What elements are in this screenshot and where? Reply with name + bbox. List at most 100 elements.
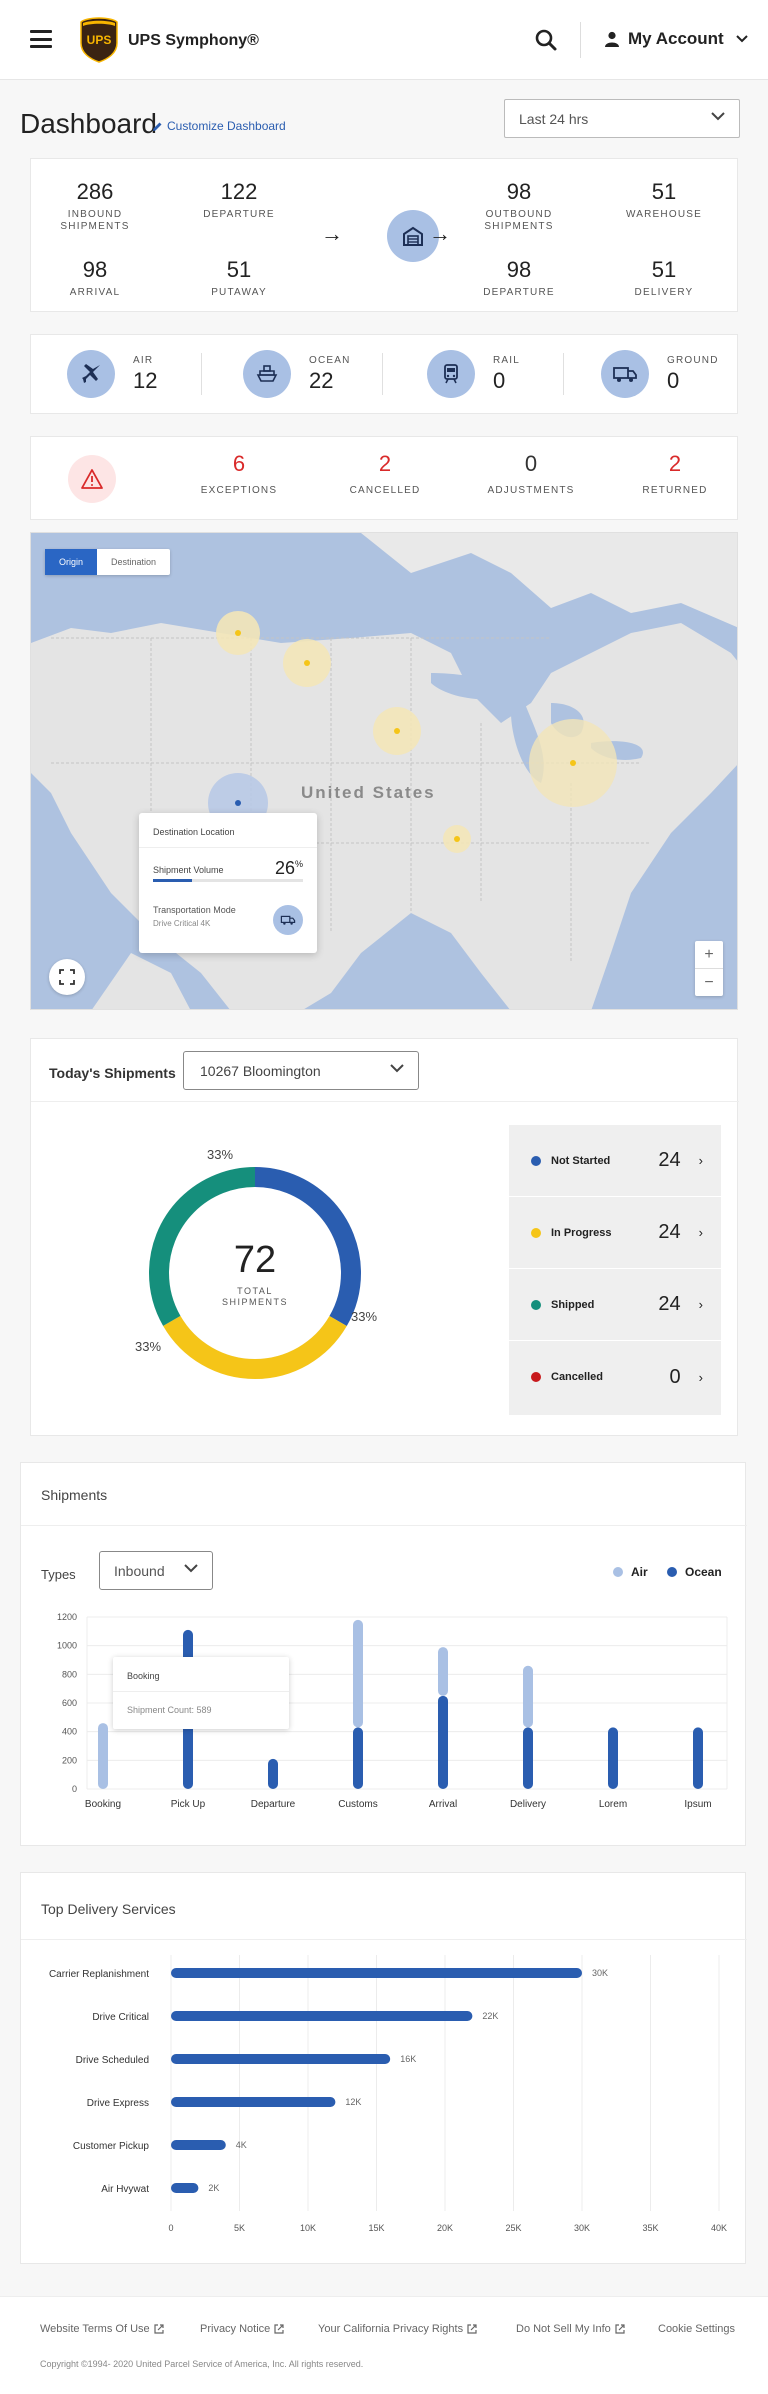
shipment-summary-card: 286 INBOUND SHIPMENTS 122 DEPARTURE 98 AR… <box>30 158 738 312</box>
bar[interactable] <box>171 1968 582 1978</box>
bar[interactable] <box>171 2097 336 2107</box>
status-count: 24 <box>658 1293 681 1315</box>
my-account-button[interactable]: My Account <box>604 29 748 49</box>
arrival-stat[interactable]: 98 ARRIVAL <box>40 257 150 299</box>
status-not-started[interactable]: Not Started 24 › <box>509 1125 721 1197</box>
y-category-label: Carrier Replanishment <box>49 1969 149 1980</box>
x-tick-label: Arrival <box>429 1799 457 1810</box>
divider <box>21 1525 747 1526</box>
divider <box>31 1101 739 1102</box>
status-in-progress[interactable]: In Progress 24 › <box>509 1197 721 1269</box>
section-title: Top Delivery Services <box>41 1901 176 1917</box>
chevron-right-icon: › <box>698 1225 703 1240</box>
departure-in-stat[interactable]: 122 DEPARTURE <box>184 179 294 221</box>
search-icon[interactable] <box>534 28 558 52</box>
y-category-label: Drive Critical <box>92 2012 149 2023</box>
bar-ocean[interactable] <box>438 1695 448 1789</box>
mode-ocean[interactable]: OCEAN 22 <box>243 335 351 413</box>
bar-air[interactable] <box>438 1647 448 1696</box>
departure-out-stat[interactable]: 98 DEPARTURE <box>464 257 574 299</box>
x-tick-label: Lorem <box>599 1799 627 1810</box>
zoom-out-button[interactable]: − <box>704 974 714 991</box>
divider <box>113 1691 289 1692</box>
stat-value: 51 <box>226 257 252 282</box>
svg-text:UPS: UPS <box>87 33 112 47</box>
y-category-label: Drive Express <box>87 2098 149 2109</box>
mode-label: OCEAN <box>309 354 351 366</box>
ups-logo[interactable]: UPS <box>80 17 118 63</box>
divider <box>563 353 564 395</box>
delivery-stat[interactable]: 51 DELIVERY <box>609 257 719 299</box>
fullscreen-button[interactable] <box>49 959 85 995</box>
bar-ocean[interactable] <box>523 1727 533 1789</box>
stat-label: PUTAWAY <box>211 287 267 298</box>
pct-label: 33% <box>207 1147 234 1162</box>
toggle-origin[interactable]: Origin <box>45 549 98 575</box>
divider <box>695 968 723 969</box>
x-tick-label: Customs <box>338 1799 377 1810</box>
bar[interactable] <box>171 2011 473 2021</box>
x-tick-label: 15K <box>368 2223 384 2233</box>
x-tick-label: 40K <box>711 2223 727 2233</box>
bar-air[interactable] <box>523 1665 533 1728</box>
status-shipped[interactable]: Shipped 24 › <box>509 1269 721 1341</box>
origin-destination-toggle: Origin Destination <box>45 549 171 575</box>
bar[interactable] <box>171 2183 199 2193</box>
inbound-shipments-stat[interactable]: 286 INBOUND SHIPMENTS <box>40 179 150 233</box>
ship-icon <box>243 350 291 398</box>
footer-link-do-not-sell[interactable]: Do Not Sell My Info <box>516 2323 625 2335</box>
toggle-destination[interactable]: Destination <box>111 557 157 567</box>
types-select[interactable]: Inbound <box>99 1551 213 1590</box>
status-cancelled[interactable]: Cancelled 0 › <box>509 1341 721 1413</box>
y-tick-label: 200 <box>62 1755 77 1765</box>
stat-label: DELIVERY <box>634 287 694 298</box>
outbound-shipments-stat[interactable]: 98 OUTBOUND SHIPMENTS <box>464 179 574 233</box>
hamburger-menu-icon[interactable] <box>30 30 52 48</box>
mode-ground[interactable]: GROUND 0 <box>601 335 719 413</box>
bar-ocean[interactable] <box>693 1727 703 1789</box>
location-select[interactable]: 10267 Bloomington <box>183 1051 419 1090</box>
exception-stat[interactable]: 6 EXCEPTIONS <box>179 451 299 496</box>
bar-air[interactable] <box>353 1619 363 1728</box>
customize-dashboard-link[interactable]: Customize Dashboard <box>152 119 286 133</box>
footer-link-california[interactable]: Your California Privacy Rights <box>318 2323 477 2335</box>
zoom-in-button[interactable]: + <box>704 946 714 963</box>
mode-air[interactable]: AIR 12 <box>67 335 157 413</box>
donut-center: 72 TOTAL SHIPMENTS <box>195 1239 315 1308</box>
bar-air[interactable] <box>98 1723 108 1789</box>
chevron-right-icon: › <box>698 1297 703 1312</box>
warehouse-stat[interactable]: 51 WAREHOUSE <box>609 179 719 221</box>
time-range-select[interactable]: Last 24 hrs <box>504 99 740 138</box>
exception-label: CANCELLED <box>349 485 421 496</box>
user-icon <box>605 31 619 47</box>
footer-link-terms[interactable]: Website Terms Of Use <box>40 2323 164 2335</box>
adjustments-stat[interactable]: 0 ADJUSTMENTS <box>471 451 591 496</box>
footer-link-cookies[interactable]: Cookie Settings <box>658 2323 735 2335</box>
bar-ocean[interactable] <box>268 1758 278 1789</box>
map-base <box>31 533 737 1009</box>
shipment-map[interactable]: Origin Destination United States Destina… <box>30 532 738 1010</box>
stat-value: 98 <box>506 179 532 204</box>
returned-stat[interactable]: 2 RETURNED <box>615 451 735 496</box>
account-label: My Account <box>628 29 724 48</box>
status-name: Not Started <box>551 1154 611 1167</box>
x-tick-label: Ipsum <box>684 1799 711 1810</box>
bar-ocean[interactable] <box>608 1727 618 1789</box>
x-tick-label: 25K <box>505 2223 521 2233</box>
putaway-stat[interactable]: 51 PUTAWAY <box>184 257 294 299</box>
footer-link-label: Cookie Settings <box>658 2323 736 2335</box>
stat-label: ARRIVAL <box>69 287 121 298</box>
stat-label: DEPARTURE <box>483 287 555 298</box>
transport-modes-card: AIR 12 OCEAN 22 RAIL 0 GROUND 0 <box>30 334 738 414</box>
external-link-icon <box>467 2324 477 2334</box>
mode-value: Drive Critical 4K <box>153 919 211 928</box>
bar[interactable] <box>171 2054 391 2064</box>
bar-ocean[interactable] <box>353 1727 363 1789</box>
bar[interactable] <box>171 2140 226 2150</box>
footer-link-privacy[interactable]: Privacy Notice <box>200 2323 284 2335</box>
chevron-down-icon <box>184 1564 198 1573</box>
cancelled-stat[interactable]: 2 CANCELLED <box>325 451 445 496</box>
mode-rail[interactable]: RAIL 0 <box>427 335 520 413</box>
mode-label: RAIL <box>493 354 521 366</box>
chevron-down-icon <box>736 35 748 43</box>
